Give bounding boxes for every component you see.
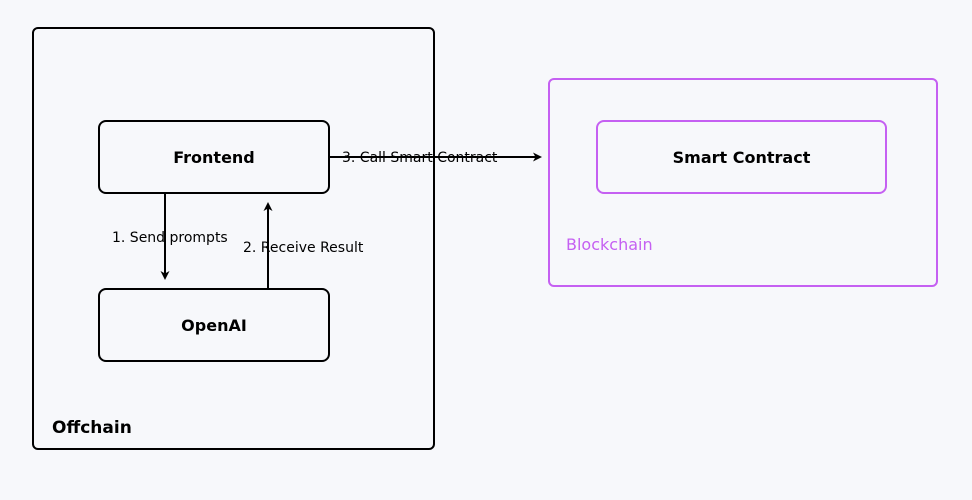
diagram-canvas: Offchain Blockchain Frontend OpenAI Smart Co… xyxy=(0,0,972,500)
node-frontend: Frontend xyxy=(98,120,330,194)
node-smartcontract: Smart Contract xyxy=(596,120,887,194)
node-openai: OpenAI xyxy=(98,288,330,362)
edge-label-e2: 2. Receive Result xyxy=(243,240,363,256)
edge-label-e3: 3. Call Smart Contract xyxy=(342,150,497,166)
container-offchain xyxy=(32,27,435,450)
container-label-offchain: Offchain xyxy=(52,418,132,438)
node-label-openai: OpenAI xyxy=(181,316,247,335)
node-label-frontend: Frontend xyxy=(173,148,255,167)
container-label-blockchain: Blockchain xyxy=(566,235,653,254)
edge-label-e1: 1. Send prompts xyxy=(112,230,228,246)
node-label-smartcontract: Smart Contract xyxy=(673,148,811,167)
